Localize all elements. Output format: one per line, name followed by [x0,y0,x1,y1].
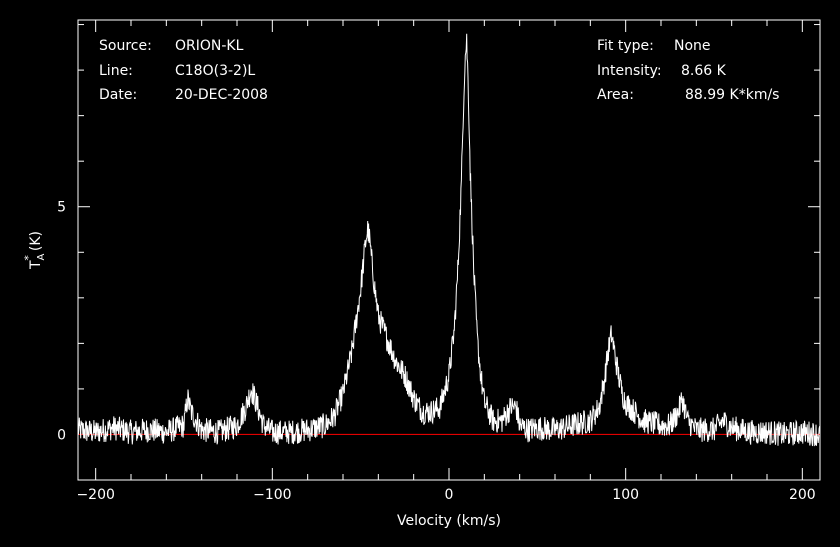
x-tick-label: 100 [612,487,639,503]
date-label: Date: [99,87,137,103]
x-tick-label: −200 [76,487,114,503]
spectrum-trace [77,33,821,447]
intensity-value: 8.66 K [681,63,727,79]
date-value: 20-DEC-2008 [175,87,268,103]
header-left: Source: ORION-KL Line: C18O(3-2)L Date: … [99,38,268,103]
source-value: ORION-KL [175,38,244,54]
y-axis-label: TA*(K) [22,231,47,270]
x-tick-label: 0 [445,487,454,503]
intensity-label: Intensity: [597,63,662,79]
header-right: Fit type: None Intensity: 8.66 K Area: 8… [597,38,779,103]
tick-labels: −200 −100 0 100 200 0 5 [57,200,816,503]
source-label: Source: [99,38,152,54]
x-tick-label: 200 [789,487,816,503]
y-tick-label: 5 [57,200,66,216]
svg-text:TA*(K): TA*(K) [22,231,47,270]
fit-type-label: Fit type: [597,38,654,54]
x-tick-label: −100 [253,487,291,503]
fit-type-value: None [674,38,711,54]
y-tick-label: 0 [57,427,66,443]
line-value: C18O(3-2)L [175,63,255,79]
line-label: Line: [99,63,133,79]
area-value: 88.99 K*km/s [685,87,779,103]
x-axis-label: Velocity (km/s) [397,513,501,529]
area-label: Area: [597,87,634,103]
